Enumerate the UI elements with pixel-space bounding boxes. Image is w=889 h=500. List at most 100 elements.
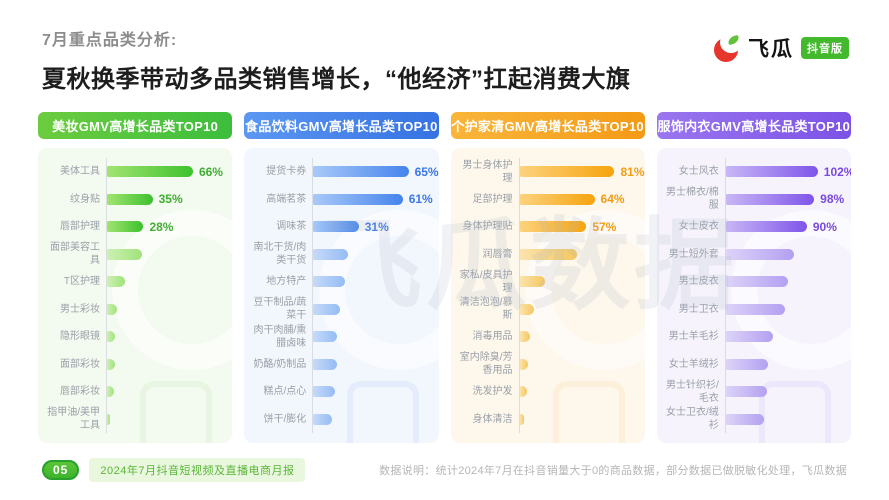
brand-logo: 飞瓜 抖音版: [714, 31, 849, 63]
category-label: 指甲油/美甲工具: [47, 407, 100, 432]
bar-track: 102%: [724, 158, 851, 186]
value-label: 66%: [198, 164, 223, 179]
bar: [313, 193, 403, 205]
bar: [725, 193, 815, 205]
value-label: 64%: [600, 192, 625, 207]
chart-row: 南北干货/肉类干货: [248, 240, 430, 268]
bar: [107, 358, 115, 370]
chart-row: 面部美容工具: [42, 240, 224, 268]
chart-row: 身体护理贴 57%: [455, 213, 637, 241]
category-label: 男士短外套: [668, 248, 719, 260]
category-label: 隐形眼镜: [60, 331, 100, 343]
bar: [725, 166, 818, 178]
chart-row: 室内除臭/芳香用品: [455, 350, 637, 378]
bar-track: [106, 350, 224, 378]
chart-row: 豆干制品/蔬菜干: [248, 295, 430, 323]
chart-row: 糕点/点心: [248, 378, 430, 406]
bar: [107, 386, 115, 398]
category-label: 足部护理: [472, 193, 513, 205]
chart-row: 男士棉衣/棉服 98%: [661, 185, 844, 213]
chart-row: 唇部护理 28%: [42, 213, 224, 241]
decorative-shape-icon: [759, 381, 831, 443]
bar-track: [518, 295, 637, 323]
category-label: 家私/皮具护理: [459, 269, 513, 294]
bar: [725, 386, 768, 398]
bar-track: [312, 350, 430, 378]
value-label: 57%: [592, 219, 617, 234]
bar-track: [312, 295, 430, 323]
chart-row: 洗发护发: [455, 378, 637, 406]
brand-name: 飞瓜: [748, 38, 794, 61]
bar-track: [724, 405, 843, 433]
bar-track: [518, 350, 637, 378]
bar-track: [724, 378, 843, 406]
category-label: 提货卡券: [266, 166, 307, 178]
chart-row: 男士皮衣: [661, 268, 843, 296]
chart-row: 男士短外套: [661, 240, 843, 268]
category-label: 纹身贴: [70, 193, 100, 205]
chart-row: 男士卫衣: [661, 295, 843, 323]
panel-title: 食品饮料GMV高增长品类TOP10: [244, 112, 439, 139]
category-panel: 食品饮料GMV高增长品类TOP10 提货卡券 65% 高端茗茶 61% 调味茶 31% 南北干…: [244, 112, 439, 443]
value-label: 90%: [812, 219, 837, 234]
category-label: 男士彩妆: [60, 303, 100, 315]
category-panel: 服饰内衣GMV高增长品类TOP10 女士风衣 102% 男士棉衣/棉服 98% 女士皮衣 9…: [656, 112, 851, 443]
bar: [519, 221, 587, 233]
value-label: 28%: [149, 219, 174, 234]
category-label: 女士皮衣: [678, 221, 719, 233]
bar: [313, 358, 337, 370]
panel-card: 美体工具 66% 纹身贴 35% 唇部护理 28% 面部美容工具 T区护理 男士彩妆 隐形眼镜 面部…: [38, 148, 233, 443]
panel-title: 服饰内衣GMV高增长品类TOP10: [656, 112, 851, 139]
bar-track: 31%: [312, 213, 430, 241]
bar: [313, 303, 340, 315]
page-number-badge: 05: [42, 460, 80, 480]
category-label: 糕点/点心: [263, 386, 307, 398]
header-eyebrow: 7月重点品类分析:: [42, 32, 178, 49]
chart-row: 男士彩妆: [42, 295, 224, 323]
chart-row: 美体工具 66%: [42, 158, 224, 186]
bar: [107, 276, 126, 288]
bar: [519, 166, 615, 178]
bar: [725, 358, 769, 370]
chart-row: 家私/皮具护理: [455, 268, 637, 296]
category-label: 润唇膏: [482, 248, 513, 260]
chart-row: 调味茶 31%: [248, 213, 430, 241]
bar: [313, 331, 337, 343]
bar-track: [106, 323, 224, 351]
value-label: 102%: [823, 164, 851, 179]
category-label: 男士卫衣: [678, 303, 719, 315]
data-note: 数据说明：统计2024年7月在抖音销量大于0的商品数据，部分数据已做脱敏化处理，…: [379, 465, 847, 477]
bar: [107, 413, 110, 425]
decorative-shape-icon: [140, 381, 213, 443]
chart-row: 肉干肉脯/熏腊卤味: [248, 323, 430, 351]
category-label: 奶酪/奶制品: [253, 358, 307, 370]
bar: [519, 303, 534, 315]
category-label: 高端茗茶: [266, 193, 307, 205]
panel-card: 男士身体护理 81% 足部护理 64% 身体护理贴 57% 润唇膏 家私/皮具护理 清洁泡泡/慕…: [450, 148, 645, 443]
bar-track: [724, 268, 843, 296]
category-label: 消毒用品: [472, 331, 513, 343]
category-label: 男士针织衫/毛衣: [665, 379, 719, 404]
bar-track: [724, 323, 843, 351]
chart-row: 男士针织衫/毛衣: [661, 378, 843, 406]
bar: [725, 413, 764, 425]
panel-title: 个护家清GMV高增长品类TOP10: [450, 112, 645, 139]
category-label: 清洁泡泡/慕斯: [459, 297, 513, 322]
category-label: 男士羊毛衫: [668, 331, 719, 343]
bar-track: [518, 405, 637, 433]
category-label: 女士羊绒衫: [668, 358, 719, 370]
panel-card: 提货卡券 65% 高端茗茶 61% 调味茶 31% 南北干货/肉类干货 地方特产 豆干制品/蔬菜…: [244, 148, 439, 443]
category-label: 身体清洁: [472, 413, 513, 425]
bar-track: 64%: [518, 185, 637, 213]
bar-track: 81%: [518, 158, 645, 186]
chart-row: 清洁泡泡/慕斯: [455, 295, 637, 323]
category-label: 身体护理贴: [462, 221, 513, 233]
category-label: 调味茶: [276, 221, 307, 233]
bar-track: 66%: [106, 158, 224, 186]
bar: [107, 193, 153, 205]
chart-row: 女士风衣 102%: [661, 158, 851, 186]
chart-row: 润唇膏: [455, 240, 637, 268]
category-label: 洗发护发: [472, 386, 513, 398]
bar: [725, 331, 773, 343]
